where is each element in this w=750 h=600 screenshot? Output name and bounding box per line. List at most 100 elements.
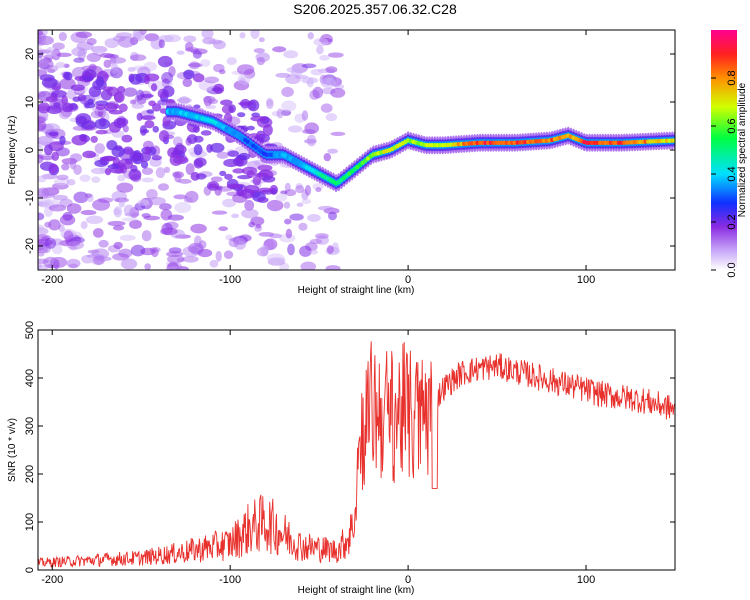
spectrogram-noise-cell [186,134,198,144]
spectrogram-noise-cell [116,182,134,193]
spectrogram-noise-cell [155,167,166,179]
spectrogram-noise-cell [327,148,339,154]
spectrogram-noise-cell [320,77,337,89]
spectrogram-noise-cell [307,32,314,40]
spectrogram-noise-cell [144,120,155,129]
spectrogram-noise-cell [38,46,43,54]
spectrogram-noise-cell [152,125,159,133]
spectrogram-noise-cell [290,68,303,76]
spectrogram-noise-cell [306,134,317,147]
spectrogram-noise-cell [250,115,267,122]
spectrogram-noise-cell [312,86,324,99]
spectrogram-noise-cell [232,168,245,174]
spectrogram-noise-cell [94,118,111,130]
spectrogram-noise-cell [141,177,154,183]
spectrogram-noise-cell [159,203,172,211]
spectrogram-noise-cell [86,37,97,46]
spectrogram-noise-cell [48,204,67,212]
spectrogram-noise-cell [38,136,55,145]
spectrogram-noise-cell [161,72,174,84]
spectrogram-noise-cell [44,237,57,249]
spectrogram-noise-cell [203,95,216,104]
snr-x-tick-label: -100 [219,574,241,586]
colorbar-label: Normalized spectral amplitude [737,82,748,217]
spectrogram-noise-cell [94,143,105,154]
spectrogram-noise-cell [182,78,193,88]
spectrogram-noise-cell [137,199,150,206]
spectrogram-noise-cell [63,71,73,81]
spectrogram-noise-cell [59,135,66,145]
spectrogram-noise-cell [82,75,93,81]
colorbar-tick-label: 0.6 [726,118,738,133]
spectrogram-noise-cell [216,151,229,159]
spectrogram-noise-cell [157,183,170,191]
spectrogram-noise-cell [178,178,192,184]
spectrogram-noise-cell [113,91,125,103]
spectrogram-noise-cell [226,183,241,189]
spectrogram-noise-cell [150,83,158,92]
spectrogram-noise-cell [66,240,85,250]
spectrogram-noise-cell [213,40,226,50]
spectrogram-noise-cell [140,93,154,98]
spectrogram-noise-cell [326,245,334,254]
snr-y-tick-label: 500 [24,321,36,339]
spectrogram-noise-cell [173,194,187,200]
spectrogram-noise-cell [237,152,251,161]
spectrogram-noise-cell [310,68,324,76]
spectrogram-noise-cell [38,143,44,155]
spectrogram-noise-cell [239,32,246,39]
spectrogram-noise-cell [317,205,334,211]
spectrogram-noise-cell [94,256,112,262]
spectrogram-noise-cell [209,142,225,153]
spectrogram-noise-cell [43,256,59,269]
spectrogram-noise-cell [63,230,74,242]
spectrogram-noise-cell [128,169,142,181]
spectrogram-noise-cell [129,73,143,85]
snr-y-tick-label: 400 [24,369,36,387]
spectrogram-noise-cell [301,63,317,69]
spectrogram-noise-cell [141,230,152,242]
spectrogram-noise-cell [330,131,346,136]
spectrogram-noise-cell [299,245,312,257]
spectrogram-noise-cell [41,77,58,88]
spectrogram-noise-cell [223,250,234,260]
spectrogram-noise-cell [121,217,137,222]
spectrogram-noise-cell [218,69,226,75]
spectrogram-noise-cell [38,264,49,270]
snr-y-tick-label: 0 [24,567,36,573]
spectrogram-noise-cell [129,99,137,105]
spectrogram-noise-cell [266,98,274,110]
spectrogram-noise-cell [211,210,228,215]
spectrogram-noise-cell [119,234,136,241]
spectrogram-noise-cell [276,108,284,119]
spectrogram-noise-cell [162,85,175,97]
spectrogram-noise-cell [281,100,297,112]
spectrogram-noise-cell [201,30,214,39]
spectrogram-noise-cell [112,225,125,231]
colorbar-tick-label: 0.4 [726,166,738,181]
spectrogram-noise-cell [258,37,265,43]
spectrogram-noise-cell [183,35,197,43]
spectrogram-noise-cell [158,39,165,49]
colorbar-scale [711,30,737,270]
spectrogram-noise-cell [192,50,202,59]
spectrogram-noise-cell [75,113,92,125]
spectrogram-noise-cell [123,204,135,216]
spectrogram-noise-cell [190,223,207,234]
spectrogram-noise-cell [95,129,108,135]
spectrogram-noise-cell [209,259,219,268]
spectrogram-noise-cell [250,30,260,39]
spectrogram-noise-cell [129,219,142,230]
spectrogram-noise-cell [160,209,173,221]
spectrogram-noise-cell [250,216,265,226]
spectrogram-noise-cell [66,178,76,186]
spectrogram-noise-cell [118,158,134,170]
spectrogram-noise-cell [136,112,143,121]
snr-panel: -200 -100 0 100 0 100 200 300 400 500 Height of s… [7,321,676,596]
spectrogram-noise-cell [98,239,109,248]
spectrogram-noise-cell [157,55,173,68]
spectrogram-noise-cell [226,57,237,66]
spectrogram-noise-cell [185,41,194,52]
spectrogram-noise-cell [52,194,68,201]
